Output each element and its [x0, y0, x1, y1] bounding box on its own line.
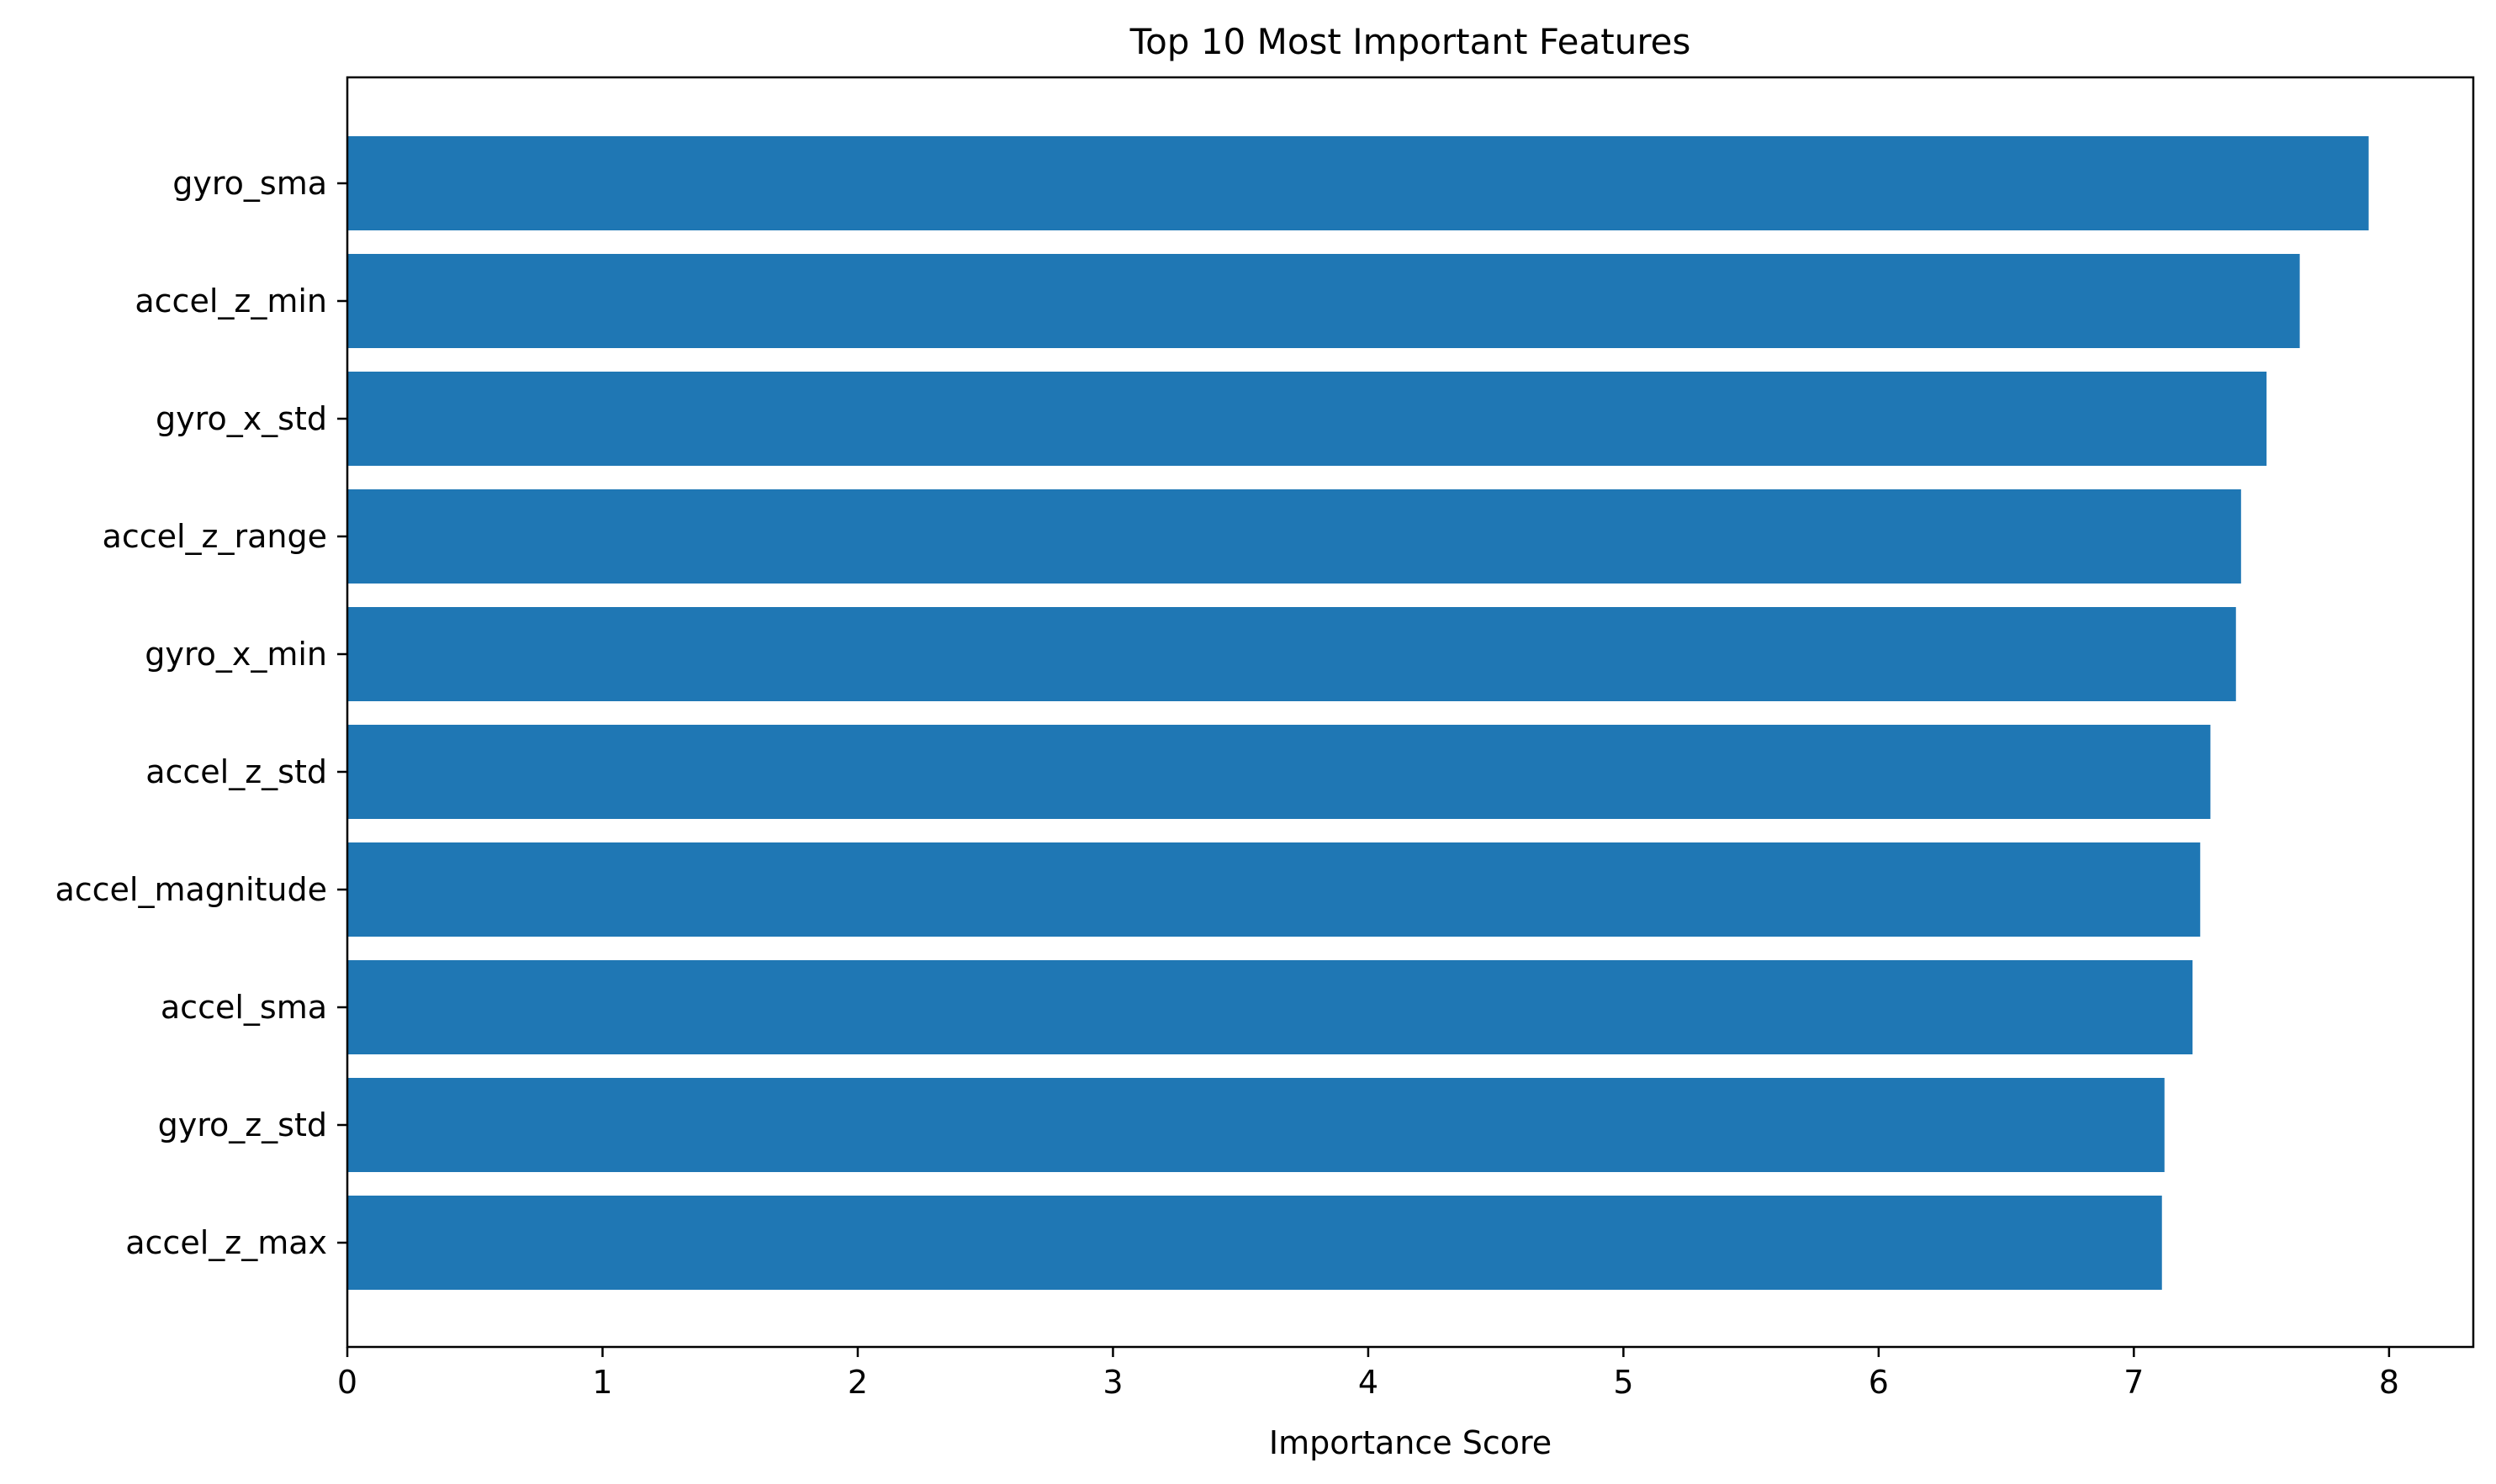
bar-accel_z_min [347, 254, 2300, 348]
x-tick-label: 5 [1613, 1364, 1633, 1401]
chart-title: Top 10 Most Important Features [1129, 21, 1691, 62]
x-axis-label: Importance Score [1269, 1424, 1552, 1461]
x-axis: 0 1 2 3 4 5 6 7 8 [337, 1347, 2399, 1401]
x-tick-label: 4 [1358, 1364, 1378, 1401]
bar-accel_z_range [347, 489, 2241, 584]
y-tick-label: accel_z_min [135, 283, 327, 320]
y-tick-label: accel_magnitude [55, 871, 327, 908]
bar-accel_z_std [347, 725, 2211, 819]
x-tick-label: 0 [337, 1364, 357, 1401]
bar-gyro_z_std [347, 1078, 2165, 1172]
y-tick-label: gyro_sma [172, 165, 327, 202]
bar-accel_sma [347, 960, 2193, 1054]
plot-frame [346, 76, 2475, 1349]
y-tick-label: gyro_x_min [145, 636, 327, 673]
x-tick-label: 2 [848, 1364, 868, 1401]
x-tick-label: 8 [2379, 1364, 2399, 1401]
bars-group [347, 136, 2369, 1290]
y-tick-label: accel_sma [161, 989, 327, 1026]
x-tick-label: 3 [1103, 1364, 1123, 1401]
bar-gyro_sma [347, 136, 2369, 230]
x-tick-label: 1 [592, 1364, 612, 1401]
y-tick-label: gyro_z_std [158, 1106, 327, 1143]
bar-gyro_x_std [347, 372, 2267, 466]
bar-accel_z_max [347, 1196, 2162, 1290]
y-tick-label: accel_z_max [125, 1224, 327, 1261]
bar-accel_magnitude [347, 842, 2201, 937]
y-tick-label: gyro_x_std [156, 400, 327, 437]
x-tick-label: 6 [1869, 1364, 1889, 1401]
y-tick-label: accel_z_range [103, 518, 327, 555]
y-axis: gyro_sma accel_z_min gyro_x_std accel_z_ran… [55, 165, 347, 1261]
bar-gyro_x_min [347, 607, 2236, 701]
x-tick-label: 7 [2123, 1364, 2144, 1401]
y-tick-label: accel_z_std [145, 753, 327, 790]
